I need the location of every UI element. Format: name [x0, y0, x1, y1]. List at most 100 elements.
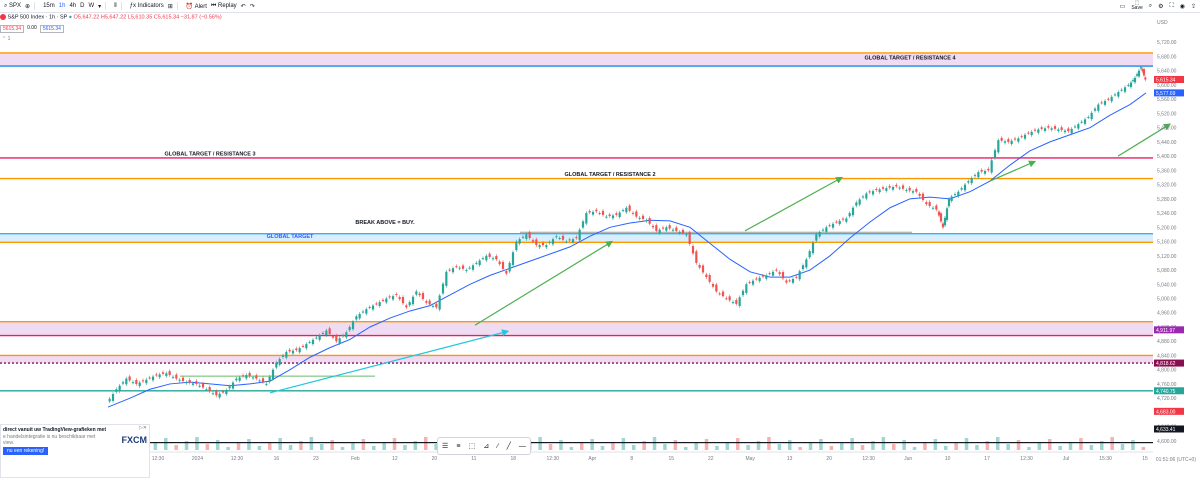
x-tick-label: 22 [708, 456, 714, 462]
candle-body [698, 265, 701, 268]
x-tick-label: 12:30 [1020, 456, 1033, 462]
time-label: 01:51:06 (UTC+0) [1156, 457, 1196, 463]
volume-bar [881, 437, 886, 450]
x-tick-label: 15 [1142, 456, 1148, 462]
price-label-box [1154, 407, 1184, 415]
chevron-down-icon[interactable]: ▾ [98, 3, 102, 10]
interval-d[interactable]: D [80, 3, 85, 9]
candle-body [488, 253, 491, 257]
redo-icon[interactable]: ↷ [249, 3, 255, 10]
levels-layer [0, 52, 1153, 392]
interval-4h[interactable]: 4h [69, 3, 77, 9]
volume-bar [1131, 440, 1135, 450]
interval-w[interactable]: W [88, 3, 95, 9]
candle-body [285, 351, 288, 358]
horizontal-line-icon[interactable]: — [518, 442, 526, 450]
candle-body [1097, 104, 1100, 111]
candle-body [281, 355, 285, 357]
rectangle-tool-icon[interactable]: ⬚ [468, 443, 476, 450]
candle-body [308, 341, 311, 343]
price-label: 4,683.00 [1156, 409, 1176, 415]
sell-button[interactable]: 5615.34 [0, 25, 25, 33]
trend-arrow [269, 329, 510, 394]
candle-body [638, 217, 641, 219]
line-tool-icon[interactable]: ╱ [506, 443, 511, 450]
volume-bar [559, 440, 563, 450]
volume-bar [278, 438, 282, 450]
candle-body [641, 215, 645, 220]
candle-body [935, 205, 938, 210]
top-toolbar: ⌕ SPX ⊕ 15m 1h 4h D W ▾ ⫴ ƒx Indicators … [0, 0, 1200, 13]
price-label-box [1154, 326, 1184, 334]
search-icon[interactable]: ⌕ [1148, 2, 1153, 9]
volume-bar [954, 442, 958, 450]
candle-body [987, 168, 990, 171]
layout-icon[interactable]: ▭ [1119, 3, 1126, 10]
volume-bar [236, 443, 241, 450]
interval-1h[interactable]: 1h [58, 3, 66, 9]
undo-icon[interactable]: ↶ [240, 3, 246, 10]
replay-button[interactable]: ⏮ Replay [210, 2, 237, 9]
fib-tool-icon[interactable]: ≡ [456, 442, 461, 450]
text-tool-icon[interactable]: ☰ [442, 443, 449, 450]
buy-button[interactable]: 5615.34 [39, 25, 64, 33]
fullscreen-icon[interactable]: ⛶ [1169, 2, 1174, 9]
candle-body [1103, 100, 1107, 105]
promo-cta-button[interactable]: nu een rekening! [3, 447, 49, 455]
candle-body [445, 271, 448, 286]
brush-tool-icon[interactable]: ∕ [497, 442, 499, 450]
candle-body [168, 371, 171, 376]
x-tick-label: 12:30 [231, 456, 244, 462]
volume-bar [892, 444, 896, 450]
candle-body [148, 377, 151, 379]
alert-button[interactable]: ⏰ Alert [185, 3, 207, 10]
candle-body [1020, 136, 1023, 138]
y-tick-label: 4,880.00 [1157, 339, 1177, 345]
volume-bar [590, 439, 594, 450]
candles-icon[interactable]: ⫴ [114, 2, 117, 9]
candle-body [937, 211, 941, 216]
add-symbol-icon[interactable]: ⊕ [25, 3, 31, 10]
candle-body [745, 284, 748, 293]
collapse-legend-icon[interactable]: ⌃ 1 [2, 36, 11, 42]
x-tick-label: 20 [826, 456, 832, 462]
candle-body [431, 305, 435, 307]
x-tick-label: 12:30 [862, 456, 875, 462]
templates-icon[interactable]: ⊞ [167, 3, 173, 10]
promo-line-1: direct vanuit uw TradingView-grafieken m… [3, 427, 106, 433]
ma-series-line [107, 92, 1147, 408]
candle-body [1010, 140, 1013, 145]
share-icon[interactable]: ⇪ [1190, 3, 1196, 10]
volume-bar [1068, 442, 1073, 450]
price-label: 5,577.69 [1156, 91, 1176, 97]
candle-body [331, 336, 335, 338]
interval-15m[interactable]: 15m [43, 3, 55, 9]
save-button[interactable]: ⬚ Save [1131, 0, 1143, 11]
candle-body [805, 259, 808, 268]
candle-body [967, 181, 970, 183]
candle-body [268, 376, 271, 382]
symbol-search[interactable]: ⌕ SPX [4, 2, 22, 9]
measure-tool-icon[interactable]: ⊿ [483, 443, 490, 450]
zones-layer [0, 52, 1153, 364]
volume-bar [621, 438, 626, 450]
candle-body [835, 221, 838, 223]
camera-icon[interactable]: ◉ [1179, 3, 1185, 10]
x-tick-label: 17 [984, 456, 990, 462]
legend-title[interactable]: S&P 500 Index · 1h · SP [7, 14, 68, 21]
candle-body [131, 382, 135, 384]
broker-promo: direct vanuit uw TradingView-grafieken m… [0, 424, 150, 478]
y-tick-label: 5,200.00 [1157, 225, 1177, 231]
volume-bar [247, 439, 251, 450]
candle-body [1077, 124, 1080, 129]
settings-icon[interactable]: ⚙ [1158, 3, 1164, 10]
top-right-actions: ▭ ⬚ Save ⌕ ⚙ ⛶ ◉ ⇪ [1120, 1, 1196, 11]
price-label: 4,633.41 [1156, 427, 1176, 433]
candle-body [225, 390, 228, 395]
indicators-button[interactable]: ƒx Indicators [129, 3, 164, 9]
candle-body [155, 374, 158, 376]
volume-bar [257, 446, 262, 450]
trend-arrow [989, 160, 1037, 182]
price-chart[interactable]: GLOBAL TARGET / RESISTANCE 4 GLOBAL TARGE… [0, 12, 1200, 465]
close-icon[interactable]: ▷✕ [138, 425, 147, 431]
